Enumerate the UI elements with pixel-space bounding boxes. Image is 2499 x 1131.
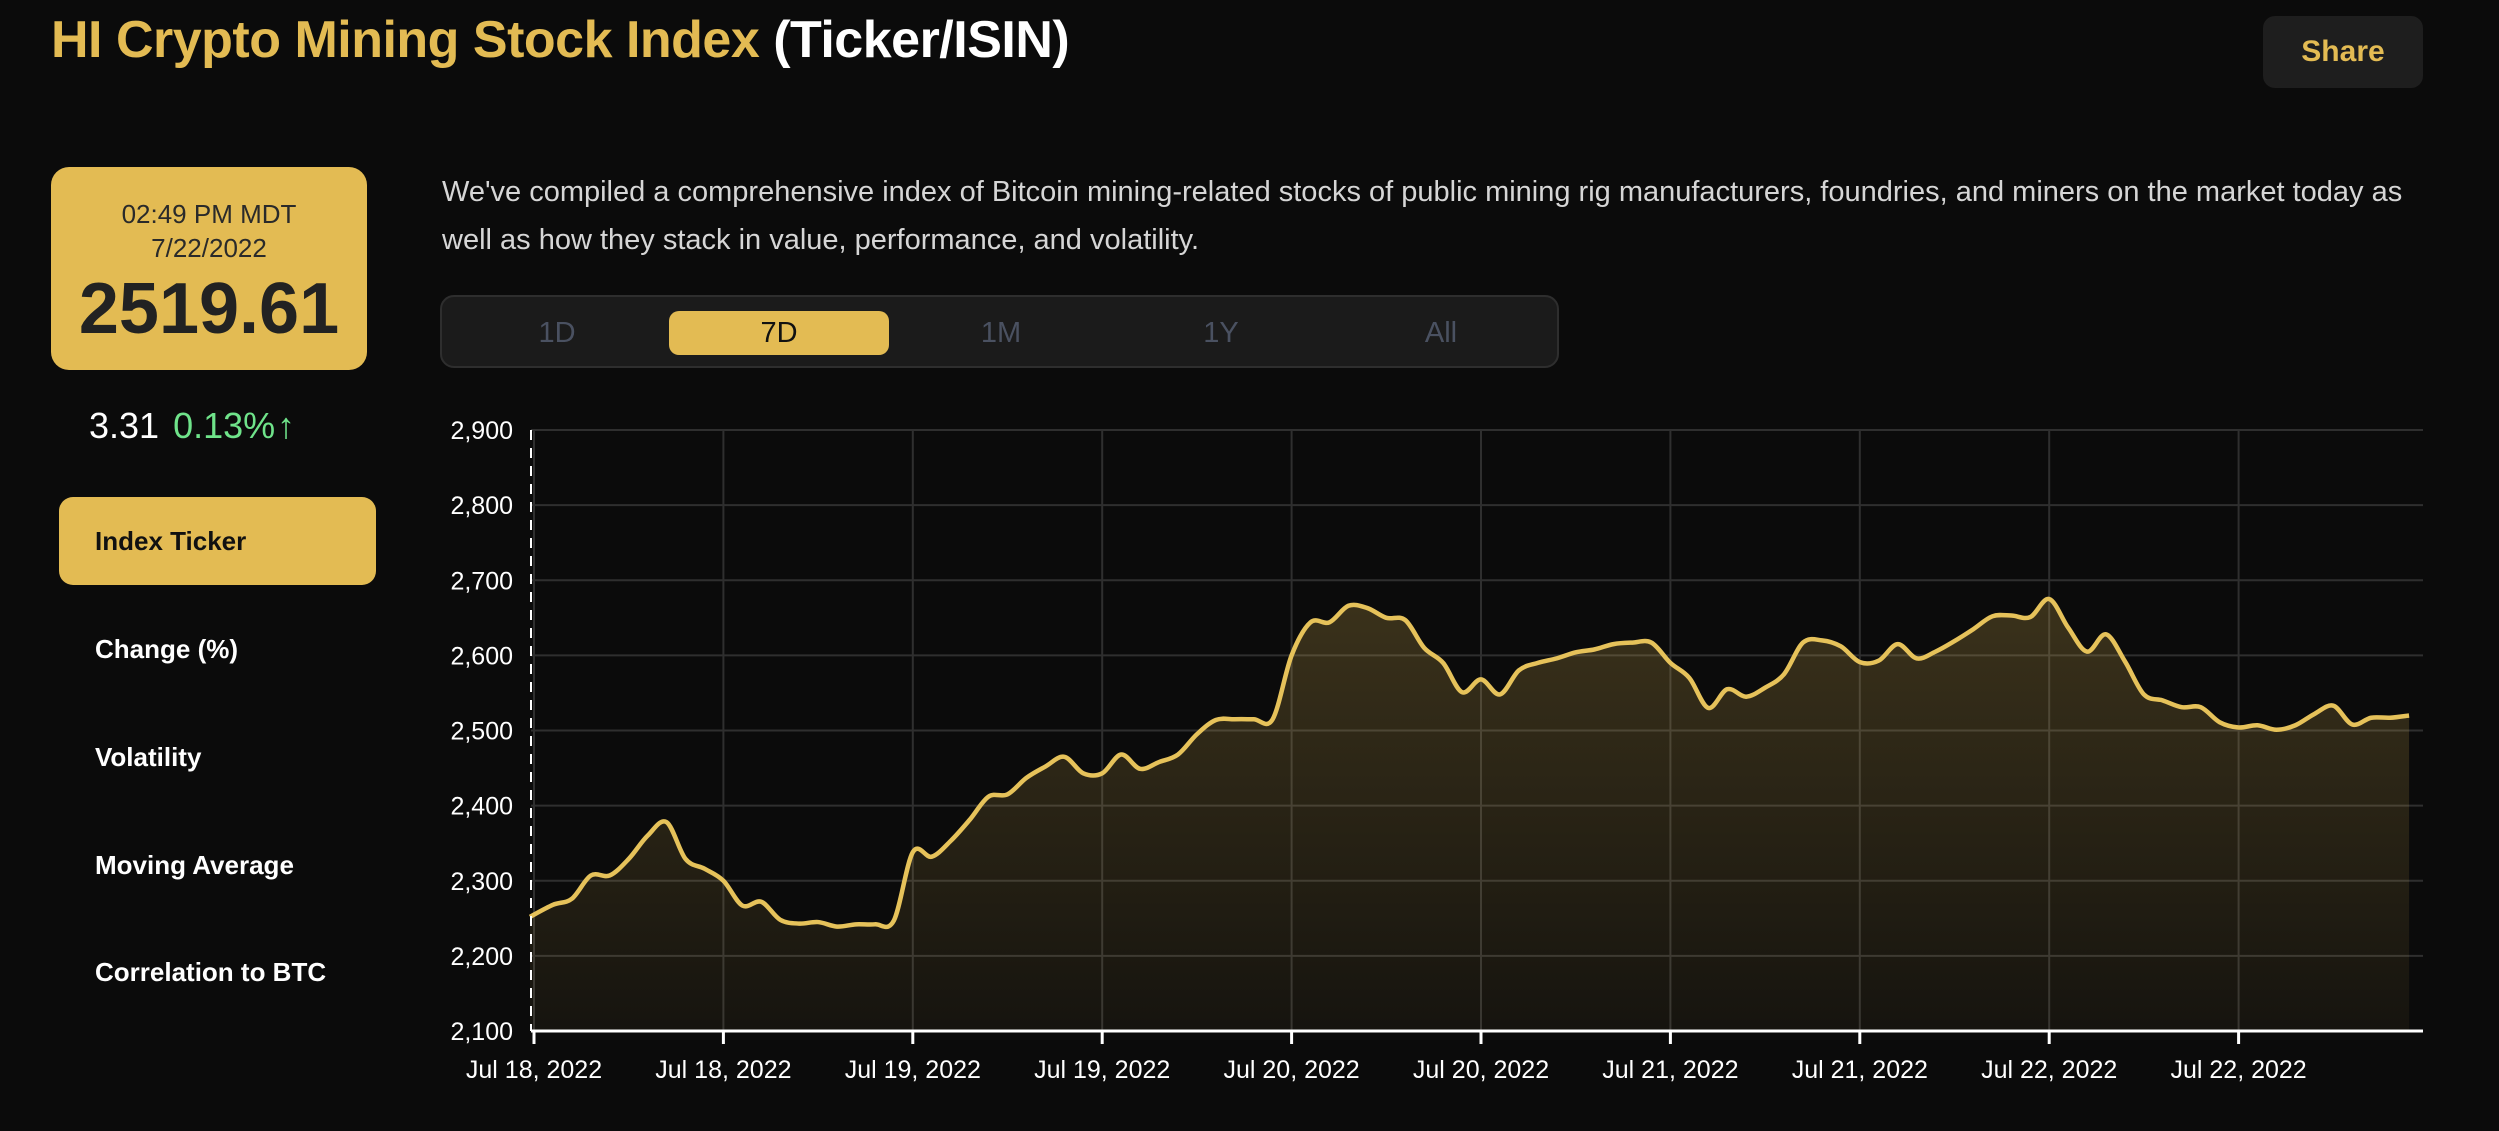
page-title: HI Crypto Mining Stock Index (Ticker/ISI… — [51, 10, 1070, 70]
sidebar-item-label: Change (%) — [95, 633, 238, 664]
tab-7d[interactable]: 7D — [669, 311, 889, 355]
arrow-up-icon: ↑ — [277, 405, 296, 446]
page-title-main: HI Crypto Mining Stock Index — [51, 11, 760, 69]
range-tabs: 1D 7D 1M 1Y All — [440, 295, 1559, 368]
x-tick-label: Jul 18, 2022 — [466, 1056, 602, 1084]
tab-1m[interactable]: 1M — [980, 316, 1022, 349]
change-percent: 0.13% — [173, 405, 276, 446]
chart-area-fill — [530, 598, 2410, 1031]
price-time: 02:49 PM MDT — [121, 199, 297, 229]
price-card: 02:49 PM MDT 7/22/2022 2519.61 — [51, 167, 367, 370]
sidebar-item-index-ticker[interactable]: Index Ticker — [59, 497, 376, 585]
x-tick-label: Jul 18, 2022 — [655, 1056, 791, 1084]
y-tick-label: 2,700 — [450, 567, 513, 595]
sidebar-item-volatility[interactable]: Volatility — [59, 713, 376, 801]
sidebar-item-label: Volatility — [95, 741, 202, 772]
y-tick-label: 2,200 — [450, 943, 513, 971]
sidebar-item-label: Moving Average — [95, 849, 294, 880]
y-tick-label: 2,100 — [450, 1018, 513, 1046]
y-tick-label: 2,400 — [450, 793, 513, 821]
tab-1y[interactable]: 1Y — [1203, 316, 1239, 349]
sidebar-item-change[interactable]: Change (%) — [59, 605, 376, 693]
chart-series-line — [528, 596, 2410, 930]
change-absolute: 3.31 — [89, 405, 160, 446]
y-tick-label: 2,300 — [450, 868, 513, 896]
x-tick-label: Jul 22, 2022 — [1981, 1056, 2117, 1084]
sidebar-item-correlation-btc[interactable]: Correlation to BTC — [59, 928, 376, 1016]
y-tick-label: 2,800 — [450, 492, 513, 520]
sidebar-item-moving-average[interactable]: Moving Average — [59, 821, 376, 909]
share-button[interactable]: Share — [2263, 16, 2423, 88]
index-price: 2519.61 — [78, 269, 340, 349]
price-change: 3.31 0.13%↑ — [89, 405, 295, 447]
x-tick-label: Jul 22, 2022 — [2170, 1056, 2306, 1084]
x-tick-label: Jul 21, 2022 — [1602, 1056, 1738, 1084]
price-date: 7/22/2022 — [151, 233, 267, 263]
sidebar-item-label: Index Ticker — [95, 525, 247, 556]
x-tick-label: Jul 19, 2022 — [1034, 1056, 1170, 1084]
x-tick-label: Jul 20, 2022 — [1413, 1056, 1549, 1084]
x-tick-label: Jul 19, 2022 — [845, 1056, 981, 1084]
page-title-suffix: (Ticker/ISIN) — [773, 11, 1070, 69]
y-tick-label: 2,900 — [450, 417, 513, 445]
y-tick-label: 2,600 — [450, 642, 513, 670]
description: We've compiled a comprehensive index of … — [442, 176, 2403, 256]
tab-all[interactable]: All — [1424, 316, 1458, 349]
tab-1d[interactable]: 1D — [538, 316, 576, 349]
sidebar-item-label: Correlation to BTC — [95, 956, 327, 987]
y-tick-label: 2,500 — [450, 718, 513, 746]
x-tick-label: Jul 20, 2022 — [1223, 1056, 1359, 1084]
x-tick-label: Jul 21, 2022 — [1792, 1056, 1928, 1084]
